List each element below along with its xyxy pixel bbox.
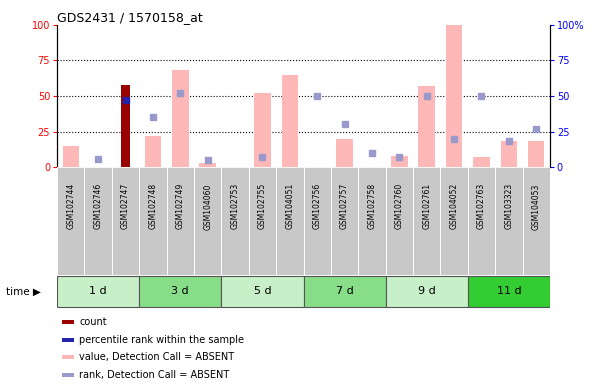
Bar [446,25,462,167]
Bar [200,163,216,167]
Text: count: count [79,317,107,327]
Text: GSM102758: GSM102758 [367,183,376,229]
Text: GSM102749: GSM102749 [176,183,185,229]
Text: GSM102748: GSM102748 [148,183,157,229]
Bar [172,70,189,167]
Text: GSM104051: GSM104051 [285,183,294,229]
Bar [331,167,358,275]
Bar [304,276,386,307]
Text: 7 d: 7 d [336,286,353,296]
Bar [166,167,194,275]
Bar [139,167,166,275]
Bar [391,156,407,167]
Bar [194,167,221,275]
Text: GSM104060: GSM104060 [203,183,212,230]
Bar [221,167,249,275]
Bar [221,276,304,307]
Bar [418,86,435,167]
Bar [121,84,130,167]
Bar [468,167,495,275]
Bar [528,141,545,167]
Text: 5 d: 5 d [254,286,271,296]
Bar [304,167,331,275]
Text: GDS2431 / 1570158_at: GDS2431 / 1570158_at [57,11,203,24]
Bar [62,320,75,324]
Bar [386,276,468,307]
Text: GSM102744: GSM102744 [66,183,75,229]
Bar [501,141,517,167]
Bar [468,276,550,307]
Bar [276,167,304,275]
Text: GSM102763: GSM102763 [477,183,486,229]
Bar [413,167,441,275]
Text: value, Detection Call = ABSENT: value, Detection Call = ABSENT [79,353,234,362]
Text: GSM102755: GSM102755 [258,183,267,229]
Bar [249,167,276,275]
Bar [57,276,139,307]
Bar [522,167,550,275]
Bar [85,167,112,275]
Bar [441,167,468,275]
Bar [62,356,75,359]
Text: 11 d: 11 d [496,286,521,296]
Text: 1 d: 1 d [90,286,107,296]
Text: GSM103323: GSM103323 [504,183,513,229]
Bar [495,167,522,275]
Bar [57,167,85,275]
Bar [358,167,386,275]
Bar [145,136,161,167]
Bar [62,373,75,377]
Text: GSM102756: GSM102756 [313,183,322,229]
Bar [112,167,139,275]
Text: GSM102760: GSM102760 [395,183,404,229]
Text: GSM102757: GSM102757 [340,183,349,229]
Bar [139,276,221,307]
Bar [282,74,298,167]
Bar [473,157,490,167]
Text: GSM104052: GSM104052 [450,183,459,229]
Bar [254,93,270,167]
Text: percentile rank within the sample: percentile rank within the sample [79,334,244,344]
Bar [337,139,353,167]
Text: 9 d: 9 d [418,286,436,296]
Text: GSM104053: GSM104053 [532,183,541,230]
Bar [386,167,413,275]
Bar [62,338,75,341]
Text: rank, Detection Call = ABSENT: rank, Detection Call = ABSENT [79,370,230,380]
Bar [63,146,79,167]
Text: 3 d: 3 d [171,286,189,296]
Text: GSM102761: GSM102761 [423,183,431,229]
Text: GSM102753: GSM102753 [231,183,240,229]
Text: time ▶: time ▶ [6,287,41,297]
Text: GSM102747: GSM102747 [121,183,130,229]
Text: GSM102746: GSM102746 [94,183,103,229]
